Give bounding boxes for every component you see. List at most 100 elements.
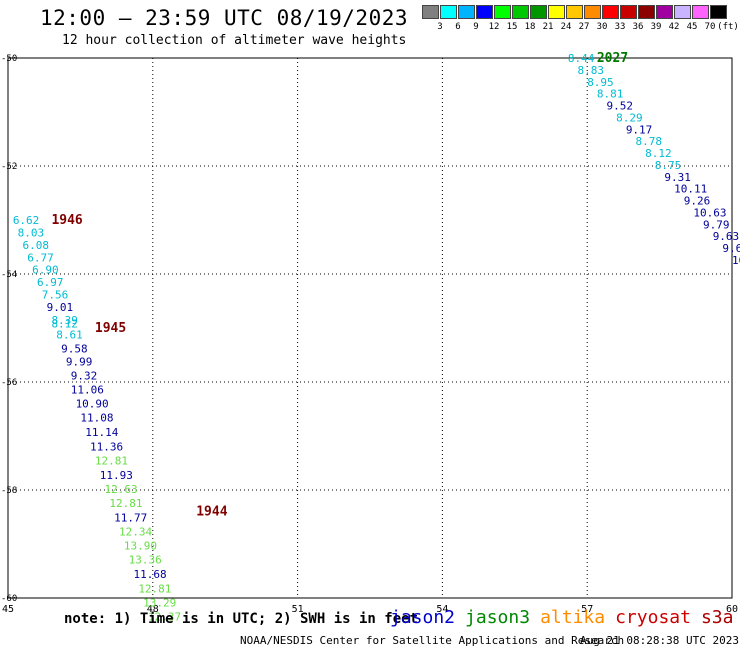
wave-height-point: 11.08 xyxy=(80,412,113,425)
scale-label: 12 xyxy=(488,22,500,32)
scale-swatch xyxy=(674,5,691,19)
wave-height-point: 11.36 xyxy=(90,440,123,453)
wave-height-point: 8.95 xyxy=(587,76,614,89)
wave-height-point: 10.11 xyxy=(674,183,707,196)
pass-time-label: 1944 xyxy=(196,505,227,520)
scale-label: 3 xyxy=(437,22,443,32)
wave-height-point: 8.12 xyxy=(51,318,78,331)
wave-height-point: 9.31 xyxy=(664,171,691,184)
wave-height-point: 8.75 xyxy=(655,159,682,172)
wave-height-point: 8.29 xyxy=(616,111,643,124)
wave-height-point: 6.08 xyxy=(22,239,49,252)
wave-height-point: 8.83 xyxy=(578,64,605,77)
wave-height-point: 9.63 xyxy=(713,230,740,243)
scale-swatch xyxy=(494,5,511,19)
scale-swatch xyxy=(530,5,547,19)
wave-height-point: 11.06 xyxy=(71,384,104,397)
wave-height-point: 10 xyxy=(732,254,740,267)
y-tick-label: -60 xyxy=(1,594,17,604)
wave-height-point: 10.63 xyxy=(693,206,726,219)
scale-label: 24 xyxy=(560,22,572,32)
scale-label: 27 xyxy=(578,22,590,32)
wave-height-point: 7.56 xyxy=(42,289,69,302)
x-tick-label: 60 xyxy=(726,604,738,615)
scale-swatch xyxy=(548,5,565,19)
x-tick-label: 48 xyxy=(147,604,159,615)
y-tick-label: -58 xyxy=(1,486,17,496)
scale-swatch xyxy=(638,5,655,19)
wave-height-point: 9.17 xyxy=(626,123,653,136)
wave-height-point: 11.93 xyxy=(100,469,133,482)
scale-label: 70 xyxy=(704,22,716,32)
y-tick-label: -52 xyxy=(1,162,17,172)
wave-height-point: 13.36 xyxy=(129,554,162,567)
y-tick-label: -54 xyxy=(1,270,17,280)
wave-height-point: 9.99 xyxy=(66,355,93,368)
satellite-legend: jason2 jason3 altika cryosat s3a xyxy=(390,607,740,628)
credit-line: NOAA/NESDIS Center for Satellite Applica… xyxy=(240,634,625,647)
scale-label: 6 xyxy=(455,22,461,32)
wave-height-point: 12.63 xyxy=(105,483,138,496)
scale-label: 39 xyxy=(650,22,662,32)
wave-height-point: 9.01 xyxy=(47,301,74,314)
scale-label: 33 xyxy=(614,22,626,32)
scale-swatch xyxy=(692,5,709,19)
legend-jason2: jason2 xyxy=(390,607,456,628)
wave-height-point: 8.61 xyxy=(56,328,82,341)
x-tick-label: 57 xyxy=(581,604,593,615)
legend-altika: altika xyxy=(540,607,606,628)
wave-height-point: 12.37 xyxy=(148,610,181,623)
scale-swatch xyxy=(440,5,457,19)
wave-height-point: 9.32 xyxy=(71,370,98,383)
scale-label: 21 xyxy=(542,22,554,32)
scale-swatch xyxy=(422,5,439,19)
wave-height-point: 10.90 xyxy=(76,398,109,411)
wave-height-point: 9.52 xyxy=(607,100,634,113)
wave-height-point: 12.81 xyxy=(109,497,142,510)
pass-time-label: 1946 xyxy=(51,213,82,228)
scale-label: 18 xyxy=(524,22,536,32)
x-tick-label: 45 xyxy=(2,604,14,615)
map-frame xyxy=(7,57,733,599)
scale-label: (ft) xyxy=(717,22,739,32)
legend-jason3: jason3 xyxy=(465,607,531,628)
x-tick-label: 54 xyxy=(436,604,448,615)
scale-label: 45 xyxy=(686,22,698,32)
map-title: 12:00 — 23:59 UTC 08/19/2023 xyxy=(40,6,409,30)
wave-height-point: 8.81 xyxy=(597,88,624,101)
wave-height-point: 11.77 xyxy=(114,512,147,525)
x-tick-label: 51 xyxy=(292,604,304,615)
legend-cryosat: cryosat xyxy=(615,607,691,628)
wave-height-point: 12.81 xyxy=(138,582,171,595)
wave-height-point: 9.6 xyxy=(722,242,740,255)
wave-height-point: 6.97 xyxy=(37,276,64,289)
scale-swatch xyxy=(710,5,727,19)
scale-swatch xyxy=(656,5,673,19)
scale-label: 36 xyxy=(632,22,644,32)
legend-s3a: s3a xyxy=(700,607,734,628)
wave-height-point: 9.26 xyxy=(684,195,711,208)
scale-swatch xyxy=(584,5,601,19)
wave-height-point: 8.39 xyxy=(51,314,78,327)
wave-height-point: 8.12 xyxy=(645,147,672,160)
wave-height-point: 6.77 xyxy=(27,251,54,264)
wave-height-point: 11.68 xyxy=(133,568,166,581)
wave-height-point: 6.62 xyxy=(13,214,40,227)
scale-swatch xyxy=(458,5,475,19)
scale-swatch xyxy=(620,5,637,19)
scale-label: 42 xyxy=(668,22,680,32)
scale-swatch xyxy=(512,5,529,19)
wave-height-point: 6.90 xyxy=(32,264,59,277)
wave-height-point: 9.58 xyxy=(61,343,88,356)
scale-swatch xyxy=(476,5,493,19)
scale-label: 9 xyxy=(473,22,479,32)
scale-label: 30 xyxy=(596,22,608,32)
scale-label: 15 xyxy=(506,22,518,32)
wave-height-point: 12.34 xyxy=(119,526,152,539)
generated-timestamp: Aug 21 08:28:38 UTC 2023 xyxy=(580,634,739,647)
pass-time-label: 2027 xyxy=(597,51,628,66)
scale-swatch xyxy=(602,5,619,19)
wave-height-point: 8.03 xyxy=(18,226,45,239)
units-note: note: 1) Time is in UTC; 2) SWH is in fe… xyxy=(64,611,419,627)
